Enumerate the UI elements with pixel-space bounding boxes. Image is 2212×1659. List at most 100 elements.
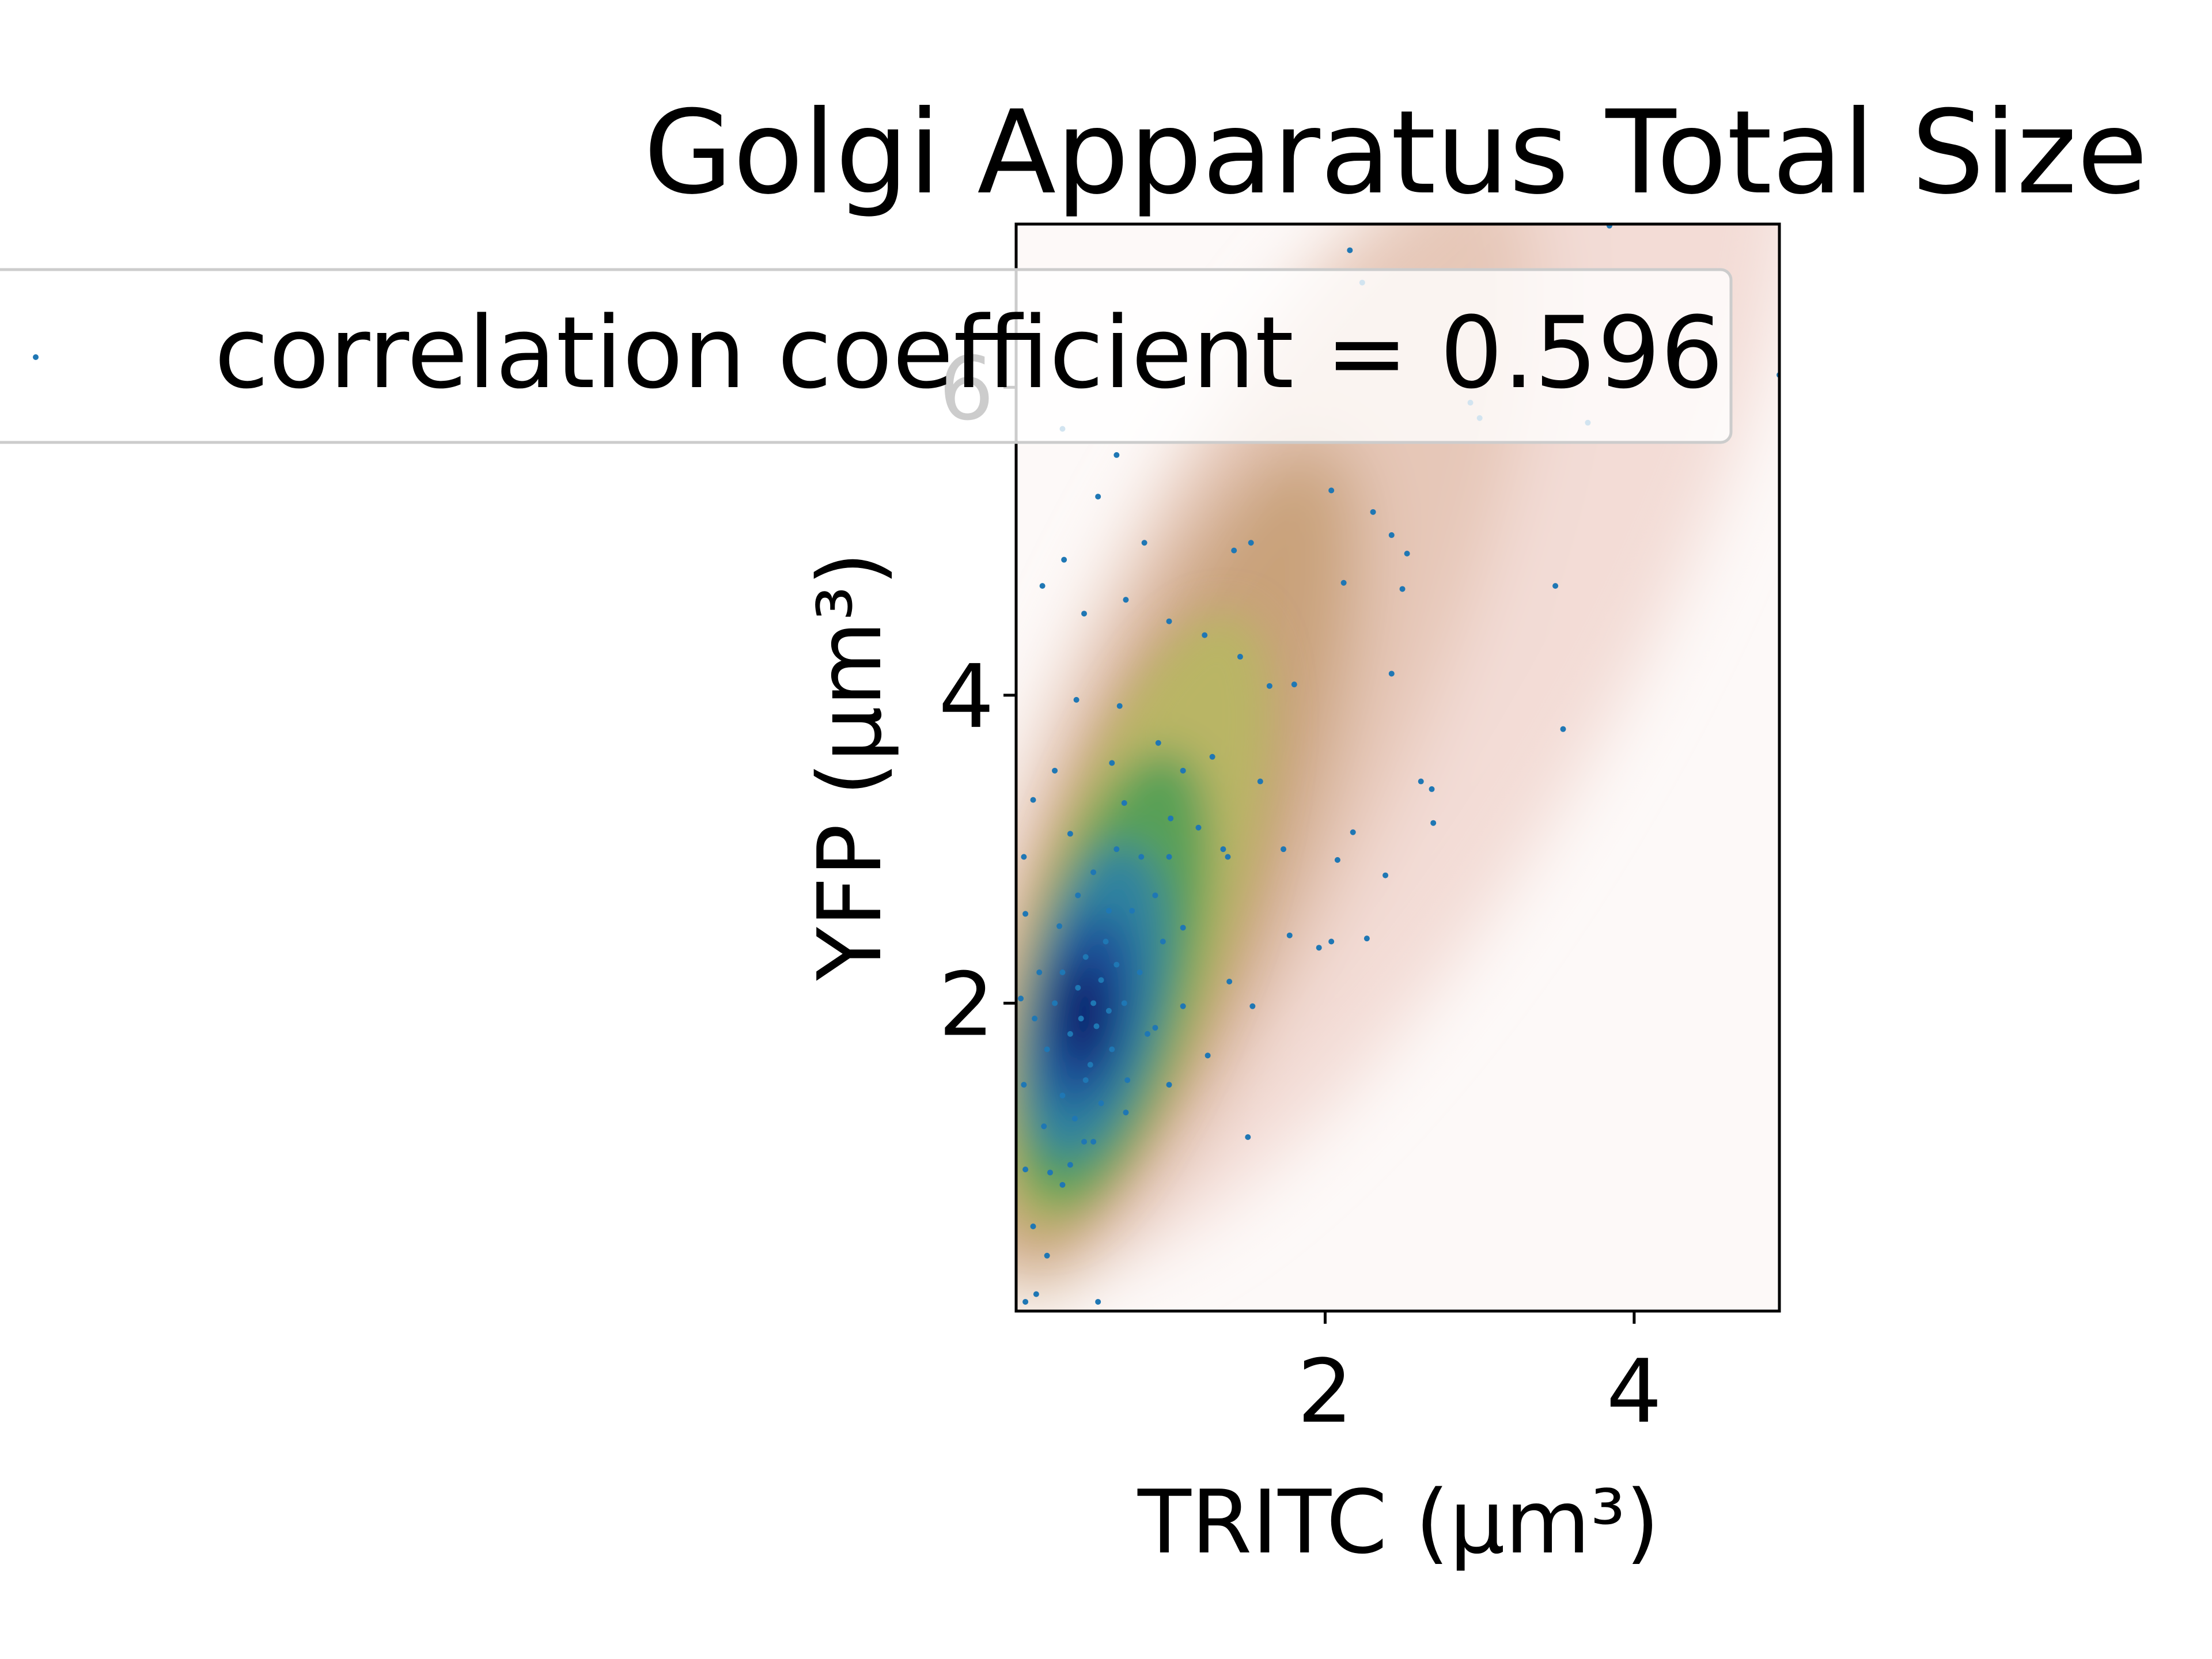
point (1044, 1046, 1050, 1052)
point (1350, 829, 1356, 835)
point (1180, 1003, 1186, 1009)
point (1047, 1169, 1054, 1176)
legend-marker (33, 354, 39, 360)
point (1067, 831, 1073, 837)
point (1399, 586, 1406, 592)
point (1245, 1134, 1251, 1140)
point (1429, 786, 1435, 792)
y-axis-label: YFP (μm³) (799, 552, 901, 982)
point (1075, 984, 1081, 991)
point (1093, 1023, 1100, 1029)
point (1205, 1052, 1211, 1059)
point (1022, 1298, 1029, 1305)
point (1022, 1166, 1029, 1173)
point (1328, 487, 1335, 494)
point (1059, 1092, 1066, 1099)
point (1430, 820, 1437, 826)
point (1160, 938, 1166, 945)
point (1090, 1138, 1097, 1145)
point (1152, 1025, 1158, 1031)
point (1370, 509, 1376, 515)
point (1166, 854, 1172, 860)
point (1328, 938, 1335, 945)
point (1129, 908, 1135, 914)
point (1030, 797, 1036, 803)
point (1090, 1000, 1097, 1006)
point (1552, 583, 1559, 589)
point (1166, 1082, 1172, 1088)
legend-box (0, 268, 1733, 444)
point (1095, 1298, 1101, 1305)
point (1082, 1077, 1089, 1084)
x-tick-label: 4 (1607, 1340, 1662, 1442)
point (1044, 1252, 1050, 1259)
y-tick-label: 2 (938, 953, 994, 1055)
point (1056, 923, 1063, 929)
point (1363, 935, 1370, 942)
point (1340, 579, 1347, 586)
y-tick-label: 4 (938, 646, 994, 748)
points (1018, 224, 1779, 1305)
point (1081, 611, 1088, 617)
point (1113, 452, 1120, 458)
point (1052, 767, 1058, 774)
point (1116, 703, 1123, 709)
point (1095, 494, 1101, 500)
point (1121, 800, 1127, 806)
point (1022, 911, 1029, 917)
point (1105, 908, 1112, 914)
point (1059, 1181, 1066, 1188)
point (1030, 1223, 1036, 1229)
point (1105, 1007, 1112, 1014)
point (1195, 824, 1202, 831)
point (1418, 778, 1424, 785)
point (1249, 1003, 1256, 1009)
point (1123, 1109, 1129, 1116)
point (1266, 683, 1272, 689)
point (1087, 1062, 1093, 1068)
point (1098, 977, 1104, 983)
legend: correlation coefficient = 0.596 (0, 268, 1733, 444)
point (1382, 872, 1389, 878)
point (1155, 740, 1161, 746)
point (1137, 969, 1143, 975)
point (1098, 1100, 1104, 1107)
point (1067, 1031, 1073, 1037)
point (1109, 760, 1115, 766)
point (1082, 954, 1089, 960)
x-tick-label: 2 (1297, 1340, 1353, 1442)
point (1257, 778, 1263, 785)
point (1103, 938, 1109, 945)
point (1021, 1082, 1027, 1088)
point (1059, 969, 1066, 975)
point (1334, 857, 1340, 863)
point (1073, 696, 1080, 703)
point (1124, 1077, 1131, 1084)
point (1152, 892, 1158, 899)
point (1036, 969, 1043, 975)
point (1071, 1115, 1078, 1122)
point (1166, 618, 1172, 624)
point (1109, 1046, 1115, 1052)
point (1209, 753, 1215, 760)
point (1138, 854, 1145, 860)
point (1388, 532, 1395, 538)
point (1090, 869, 1097, 876)
axes-frame (1014, 222, 1781, 1313)
point (1052, 1000, 1058, 1006)
point (1039, 583, 1046, 589)
chart-title: Golgi Apparatus Total Size (643, 86, 2147, 220)
point (1113, 846, 1120, 853)
point (1248, 540, 1254, 546)
point (1202, 632, 1208, 638)
point (1018, 995, 1024, 1002)
point (1225, 854, 1231, 860)
point (1180, 925, 1186, 931)
x-axis-label: TRITC (μm³) (1137, 1471, 1660, 1573)
point (1144, 1031, 1150, 1037)
point (1281, 846, 1287, 853)
point (1061, 556, 1067, 563)
point (1231, 547, 1237, 554)
